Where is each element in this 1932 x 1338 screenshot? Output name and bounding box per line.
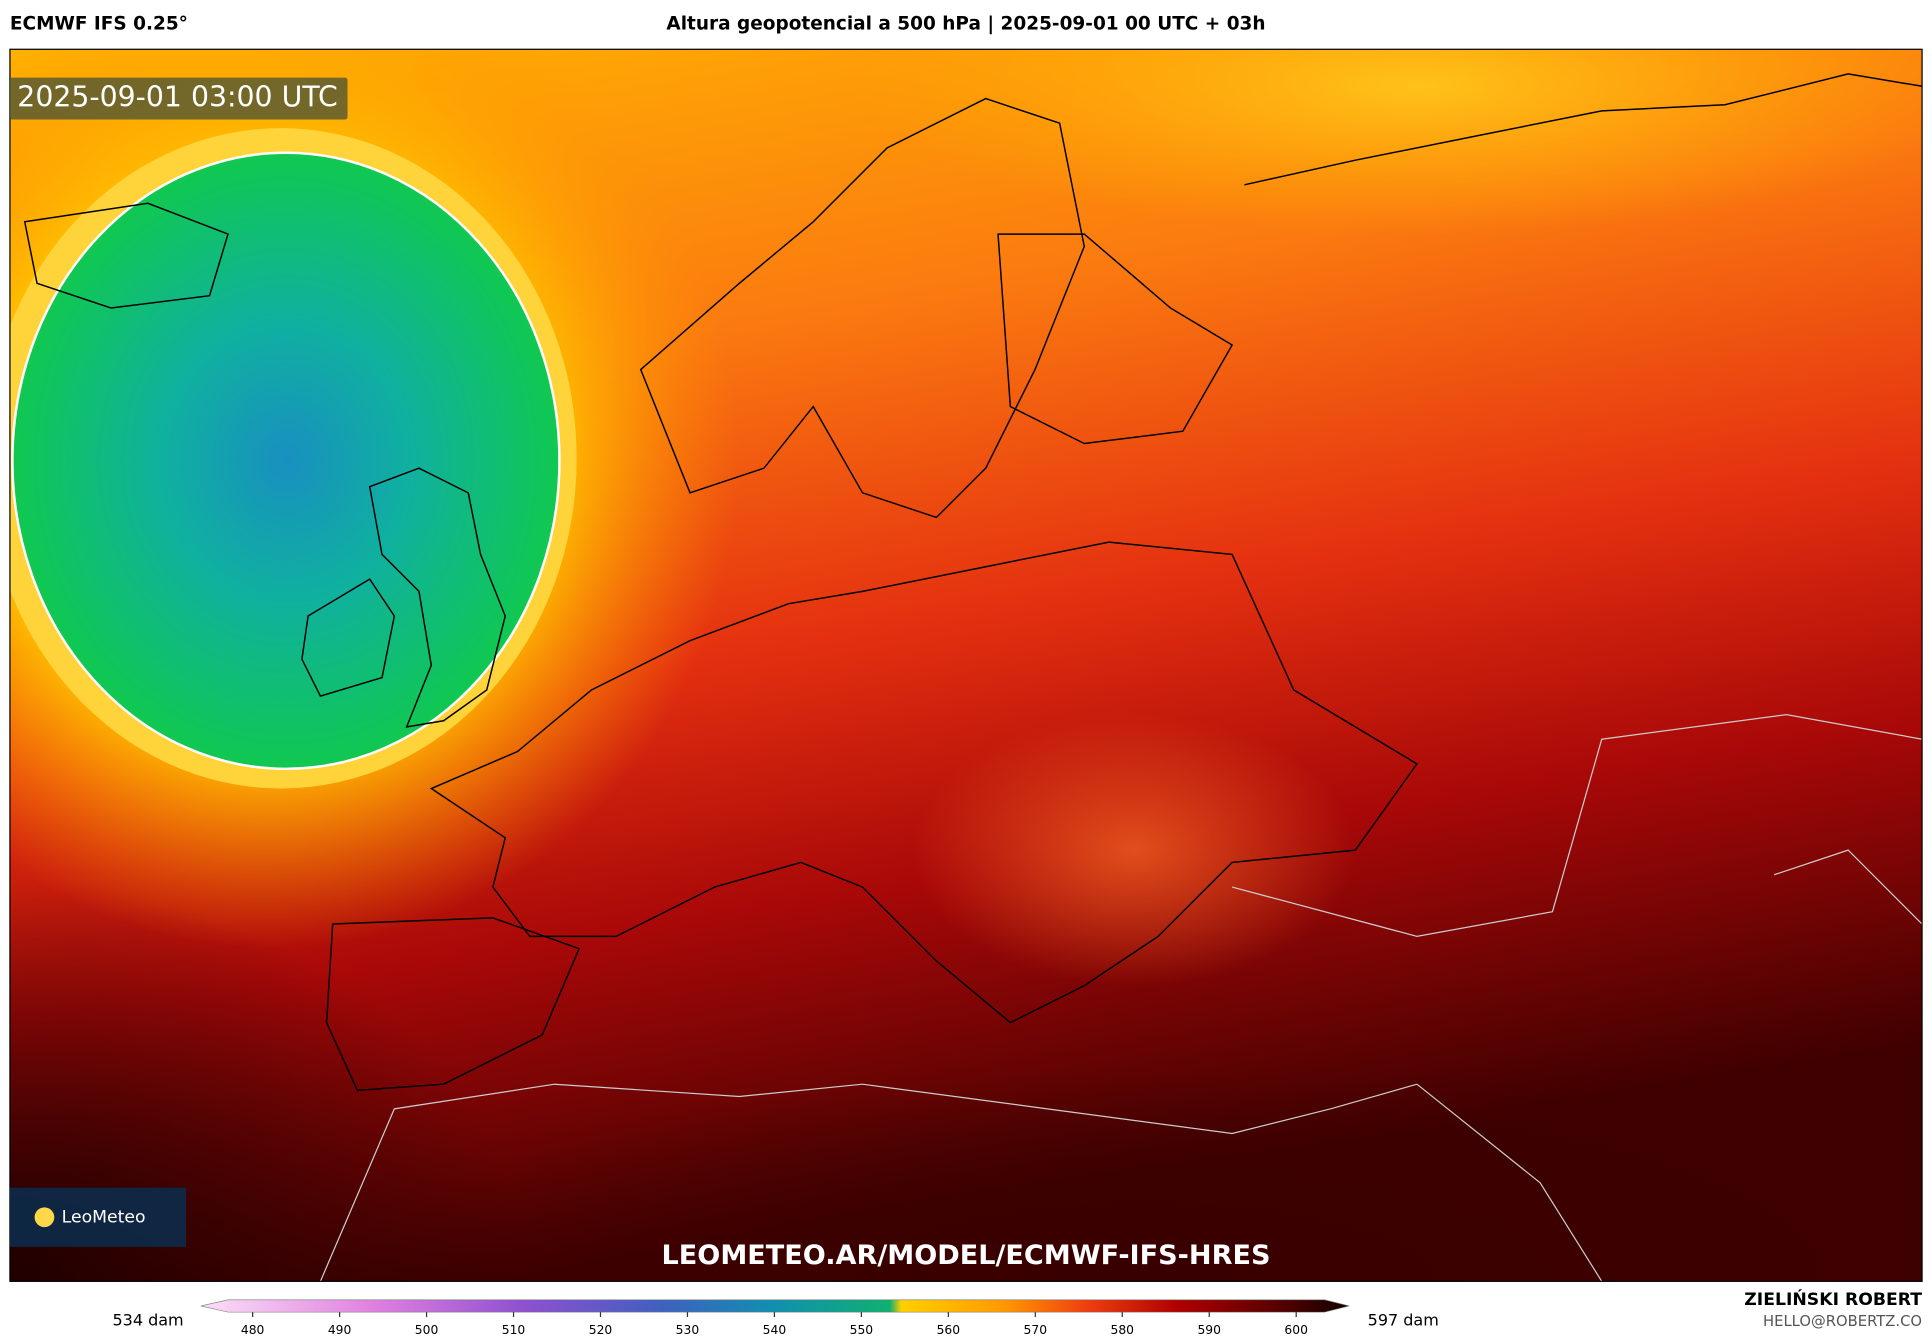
map-title: Altura geopotencial a 500 hPa | 2025-09-… — [666, 14, 1265, 35]
colorbar-tick-label: 570 — [1024, 1323, 1048, 1337]
colorbar-max: 597 dam — [1368, 1310, 1439, 1329]
timestamp-box — [9, 77, 348, 120]
source-url: LEOMETEO.AR/MODEL/ECMWF-IFS-HRES — [662, 1240, 1271, 1271]
colorbar-tick-label: 480 — [241, 1323, 265, 1337]
timestamp: 2025-09-01 03:00 UTC — [17, 81, 337, 114]
colorbar-tick-label: 500 — [415, 1323, 439, 1337]
colorbar-tick-label: 530 — [676, 1323, 700, 1337]
colorbar-tick-label: 490 — [328, 1323, 352, 1337]
colorbar-tick-label: 580 — [1111, 1323, 1135, 1337]
colorbar-min: 534 dam — [112, 1310, 183, 1329]
author: ZIELIŃSKI ROBERT — [1744, 1288, 1922, 1310]
logo: LeoMeteo — [62, 1207, 146, 1227]
colorbar — [200, 1299, 1350, 1313]
model-label: ECMWF IFS 0.25° — [10, 14, 188, 35]
colorbar-tick-label: 550 — [850, 1323, 874, 1337]
colorbar-tick-label: 600 — [1284, 1323, 1308, 1337]
map-field — [9, 49, 1923, 1282]
colorbar-tick-label: 540 — [763, 1323, 787, 1337]
logo-sun — [34, 1207, 55, 1228]
colorbar-ticks: 480 490 500 510 520 530 540 550 560 570 580 590 600 — [241, 1312, 1308, 1337]
colorbar-tick-label: 560 — [937, 1323, 961, 1337]
colorbar-tick-label: 520 — [589, 1323, 613, 1337]
map-frame — [9, 48, 1923, 1282]
colorbar-tick-label: 590 — [1197, 1323, 1221, 1337]
email: HELLO@ROBERTZ.CO — [1763, 1313, 1922, 1330]
colorbar-tick-label: 510 — [502, 1323, 526, 1337]
